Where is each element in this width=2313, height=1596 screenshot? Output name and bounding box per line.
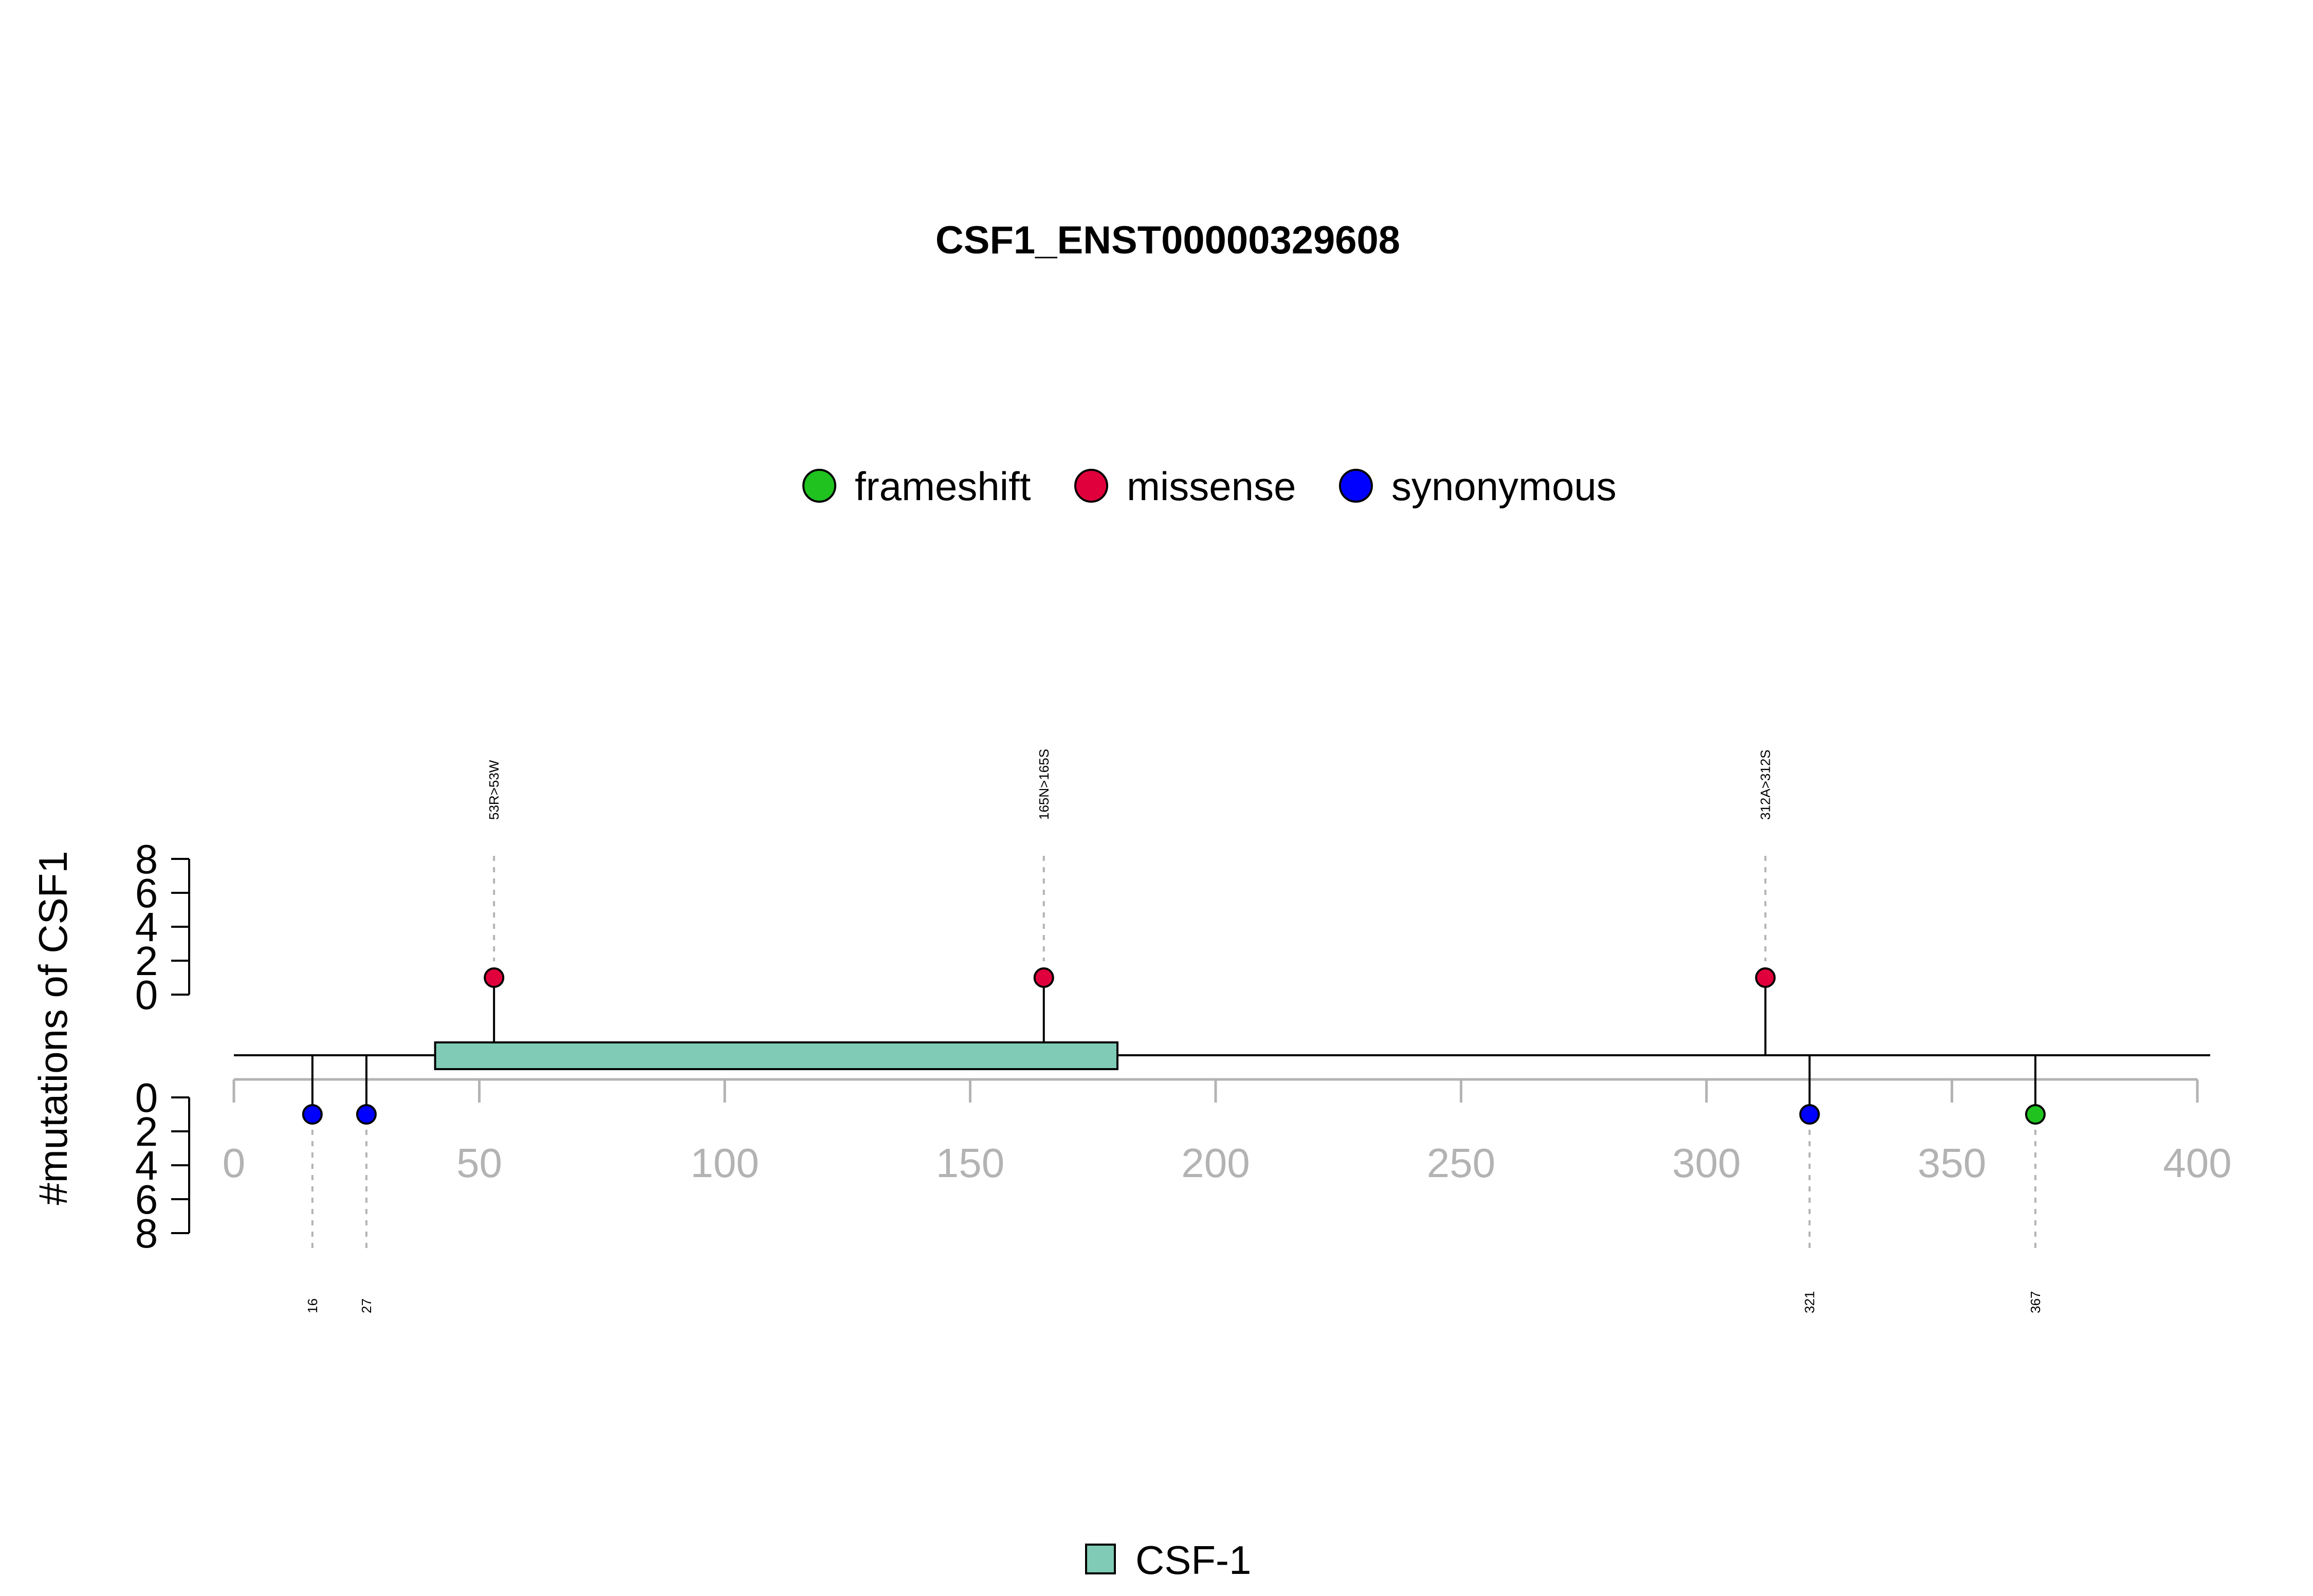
mutation-lollipops: 53R>53W 165N>165S 312A>312S 16 27 321 367 [302,749,2046,1313]
chart-title: CSF1_ENST00000329608 [935,218,1400,262]
mutation-type-legend: frameshift missense synonymous [802,464,1617,509]
legend-frameshift-label: frameshift [855,464,1031,509]
x-tick-label-50: 50 [456,1140,502,1186]
x-tick-label-250: 250 [1427,1140,1495,1186]
legend-missense-icon [1074,469,1108,503]
mutation-point-27 [356,1104,377,1125]
y-tick-label-bottom-2: 2 [135,1109,158,1154]
x-tick-label-200: 200 [1181,1140,1250,1186]
y-tick-label-bottom-6: 6 [135,1177,158,1222]
x-tick-label-100: 100 [690,1140,759,1186]
y-tick-label-top-4: 4 [135,904,158,950]
y-tick-label-bottom-4: 4 [135,1143,158,1188]
y-tick-label-top-0: 0 [135,972,158,1018]
protein-domains [434,1041,1118,1070]
legend-domain-label: CSF-1 [1135,1537,1251,1583]
mutation-point-165 [1033,967,1054,988]
mutation-point-321 [1799,1104,1820,1125]
legend-synonymous-icon [1339,469,1373,503]
x-tick-label-0: 0 [223,1140,246,1186]
y-tick-label-top-8: 8 [135,836,158,882]
legend-domain-swatch [1085,1544,1116,1574]
mutation-point-16 [302,1104,323,1125]
mutation-label-16: 16 [305,1298,320,1313]
x-tick-label-300: 300 [1672,1140,1740,1186]
x-tick-label-150: 150 [936,1140,1004,1186]
y-tick-label-top-2: 2 [135,938,158,984]
legend-frameshift-icon [802,469,836,503]
mutation-label-27: 27 [359,1298,374,1313]
domain-legend: CSF-1 [1085,1537,1251,1583]
mutation-point-53 [484,967,505,988]
mutation-point-367 [2025,1104,2046,1125]
x-tick-label-400: 400 [2163,1140,2231,1186]
mutation-label-367: 367 [2028,1291,2043,1313]
legend-synonymous-label: synonymous [1391,464,1617,509]
mutation-label-53: 53R>53W [486,760,502,820]
x-axis: 0 50 100 150 200 250 300 350 400 [223,1078,2232,1186]
y-tick-label-bottom-0: 0 [135,1075,158,1121]
mutation-point-312 [1755,967,1776,988]
mutation-label-312: 312A>312S [1758,749,1773,820]
mutation-label-321: 321 [1802,1291,1818,1313]
legend-missense-label: missense [1127,464,1296,509]
y-tick-label-bottom-8: 8 [135,1210,158,1256]
mutation-label-165: 165N>165S [1036,749,1052,820]
y-axis-label: #mutations of CSF1 [30,851,76,1205]
x-tick-label-350: 350 [1918,1140,1986,1186]
domain-csf-1 [434,1041,1118,1070]
y-tick-label-top-6: 6 [135,870,158,916]
